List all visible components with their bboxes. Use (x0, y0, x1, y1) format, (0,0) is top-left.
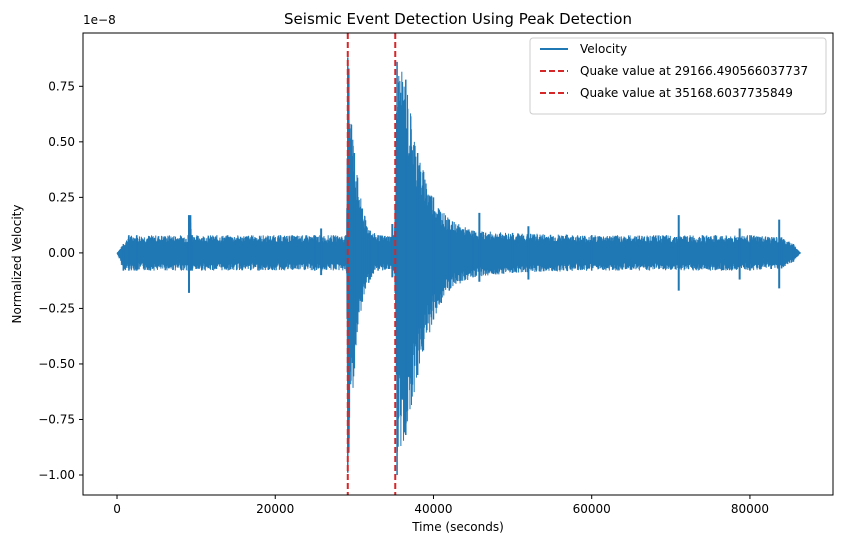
legend-box (529, 37, 827, 115)
axis-ticks: 0 20000 40000 60000 80000 −1.00 −0.75 −0.50 −0.2… (38, 79, 769, 516)
y-tick-label: −0.25 (38, 301, 75, 315)
y-tick-label: 0.00 (48, 246, 75, 260)
y-tick-label: −0.50 (38, 357, 75, 371)
x-tick-label: 0 (113, 502, 121, 516)
y-offset-label: 1e−8 (83, 13, 116, 27)
y-axis-label: Normalized Velocity (10, 205, 24, 324)
y-tick-label: −0.75 (38, 412, 75, 426)
y-tick-label: −1.00 (38, 468, 75, 482)
x-tick-label: 40000 (414, 502, 452, 516)
y-tick-label: 0.50 (48, 135, 75, 149)
legend-label-quake-2: Quake value at 35168.6037735849 (580, 86, 793, 100)
x-tick-label: 80000 (731, 502, 769, 516)
legend: Velocity Quake value at 29166.4905660377… (529, 37, 827, 115)
x-tick-label: 60000 (573, 502, 611, 516)
y-tick-label: 0.25 (48, 190, 75, 204)
x-tick-label: 20000 (256, 502, 294, 516)
y-tick-label: 0.75 (48, 79, 75, 93)
legend-label-velocity: Velocity (580, 42, 627, 56)
x-axis-label: Time (seconds) (411, 520, 504, 534)
legend-label-quake-1: Quake value at 29166.490566037737 (580, 64, 808, 78)
chart-title: Seismic Event Detection Using Peak Detec… (284, 10, 632, 28)
velocity-trace (116, 71, 801, 452)
axes-frame (82, 32, 834, 496)
plot-area (116, 33, 801, 495)
